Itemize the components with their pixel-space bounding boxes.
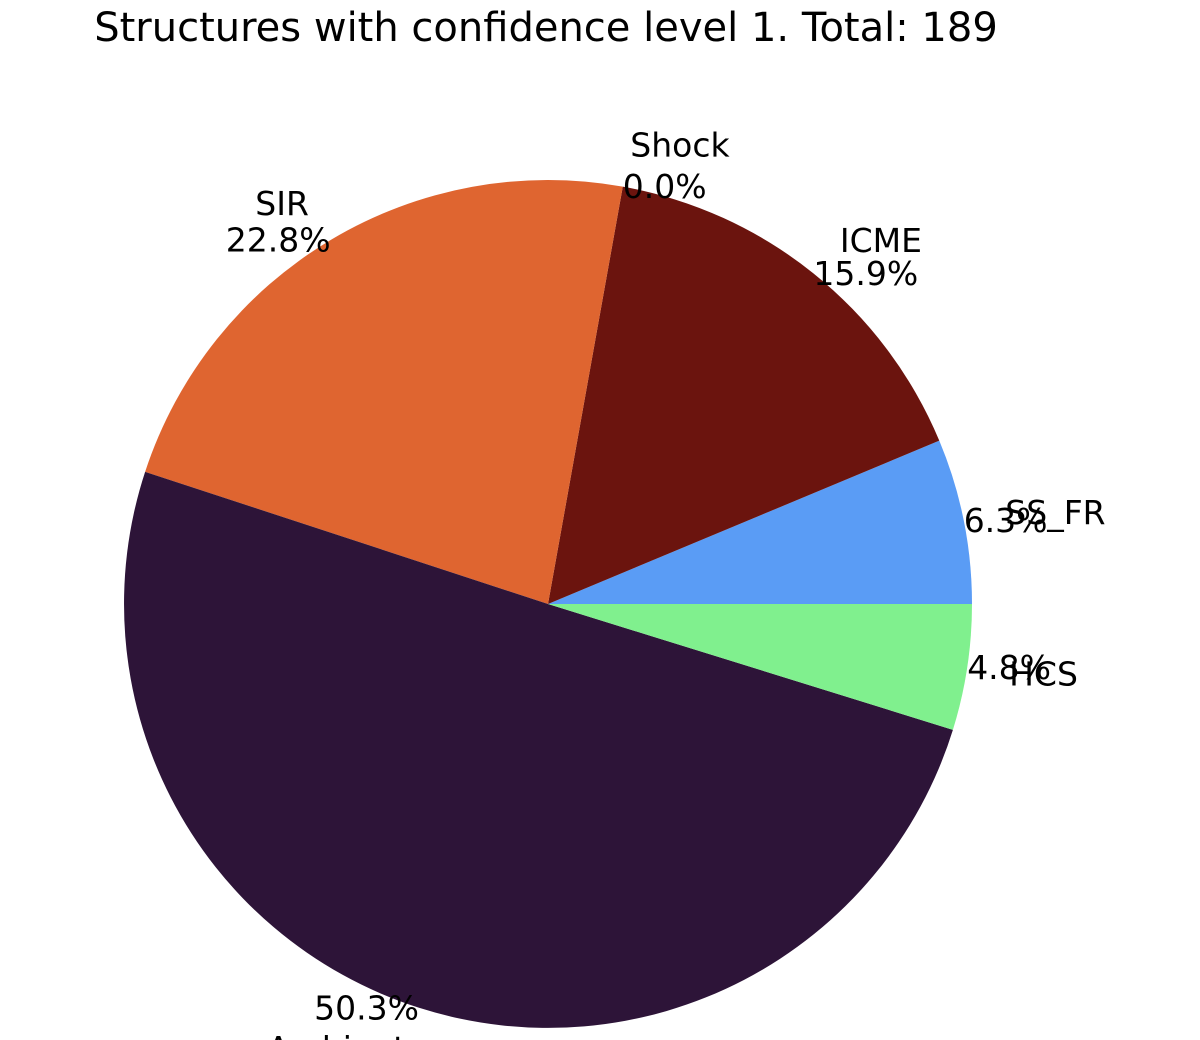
slice-label-hcs: HCS <box>1009 655 1078 694</box>
slice-pct-sir: 22.8% <box>226 220 331 259</box>
slice-pct-hcs: 4.8% <box>967 648 1051 687</box>
pie-slice-sir <box>145 180 623 604</box>
slice-label-ss-fr: SS_FR <box>1005 493 1105 532</box>
slice-label-sir: SIR <box>255 184 309 223</box>
pie-slice-ss-fr <box>548 440 972 604</box>
pie-slice-icme <box>548 186 940 604</box>
pie-slice-ambient <box>124 471 953 1028</box>
slice-label-shock: Shock <box>630 125 730 164</box>
slice-label-ambient: Ambient <box>267 1029 406 1040</box>
pie-slice-hcs <box>548 604 972 730</box>
chart-title: Structures with confidence level 1. Tota… <box>94 5 998 51</box>
slice-label-icme: ICME <box>840 221 922 260</box>
slice-pct-icme: 15.9% <box>813 254 918 293</box>
slice-pct-ss-fr: 6.3% <box>964 501 1048 540</box>
slice-pct-shock: 0.0% <box>623 167 707 206</box>
slice-pct-ambient: 50.3% <box>314 988 419 1027</box>
